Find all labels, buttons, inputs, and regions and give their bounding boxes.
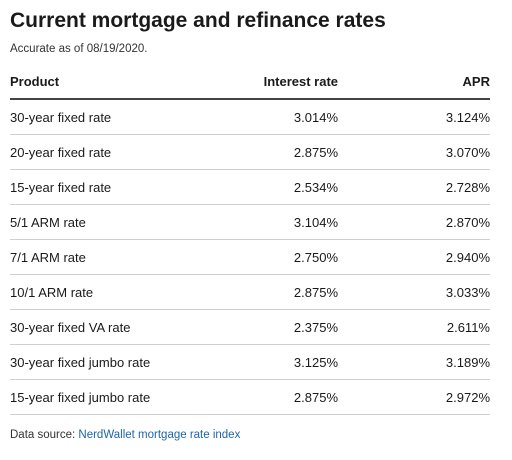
product-cell: 30-year fixed jumbo rate	[10, 344, 210, 380]
apr-cell: 2.972%	[338, 379, 490, 415]
product-cell: 10/1 ARM rate	[10, 274, 210, 310]
rates-table-body: 30-year fixed rate 3.014% 3.124% 20-year…	[10, 99, 490, 415]
apr-cell: 2.728%	[338, 169, 490, 205]
table-row: 15-year fixed jumbo rate 2.875% 2.972%	[10, 379, 490, 415]
table-row: 30-year fixed rate 3.014% 3.124%	[10, 99, 490, 135]
interest-rate-cell: 3.125%	[210, 344, 338, 380]
product-cell: 7/1 ARM rate	[10, 239, 210, 275]
table-row: 7/1 ARM rate 2.750% 2.940%	[10, 239, 490, 275]
data-source-note: Data source: NerdWallet mortgage rate in…	[10, 429, 502, 441]
header-row: Product Interest rate APR	[10, 64, 490, 100]
apr-cell: 3.124%	[338, 99, 490, 135]
interest-rate-cell: 2.875%	[210, 379, 338, 415]
table-row: 30-year fixed jumbo rate 3.125% 3.189%	[10, 344, 490, 380]
rates-table-head: Product Interest rate APR	[10, 64, 490, 100]
interest-rate-cell: 2.375%	[210, 309, 338, 345]
product-cell: 15-year fixed rate	[10, 169, 210, 205]
product-cell: 30-year fixed VA rate	[10, 309, 210, 345]
interest-rate-cell: 2.750%	[210, 239, 338, 275]
table-row: 15-year fixed rate 2.534% 2.728%	[10, 169, 490, 205]
interest-rate-cell: 3.104%	[210, 204, 338, 240]
apr-cell: 3.033%	[338, 274, 490, 310]
interest-rate-cell: 2.875%	[210, 134, 338, 170]
accuracy-date: Accurate as of 08/19/2020.	[10, 43, 148, 55]
header-apr: APR	[338, 64, 490, 100]
nerdwallet-rate-index-link[interactable]: NerdWallet mortgage rate index	[78, 429, 241, 441]
apr-cell: 2.611%	[338, 309, 490, 345]
apr-cell: 3.070%	[338, 134, 490, 170]
product-cell: 20-year fixed rate	[10, 134, 210, 170]
apr-cell: 2.870%	[338, 204, 490, 240]
interest-rate-cell: 3.014%	[210, 99, 338, 135]
header-product: Product	[10, 64, 210, 100]
product-cell: 30-year fixed rate	[10, 99, 210, 135]
table-row: 20-year fixed rate 2.875% 3.070%	[10, 134, 490, 170]
data-source-label: Data source:	[10, 429, 79, 441]
table-row: 10/1 ARM rate 2.875% 3.033%	[10, 274, 490, 310]
product-cell: 5/1 ARM rate	[10, 204, 210, 240]
rates-table: Product Interest rate APR 30-year fixed …	[10, 64, 490, 415]
interest-rate-cell: 2.534%	[210, 169, 338, 205]
interest-rate-cell: 2.875%	[210, 274, 338, 310]
table-row: 5/1 ARM rate 3.104% 2.870%	[10, 204, 490, 240]
page-title: Current mortgage and refinance rates	[10, 9, 386, 32]
apr-cell: 2.940%	[338, 239, 490, 275]
table-row: 30-year fixed VA rate 2.375% 2.611%	[10, 309, 490, 345]
apr-cell: 3.189%	[338, 344, 490, 380]
header-interest-rate: Interest rate	[210, 64, 338, 100]
product-cell: 15-year fixed jumbo rate	[10, 379, 210, 415]
